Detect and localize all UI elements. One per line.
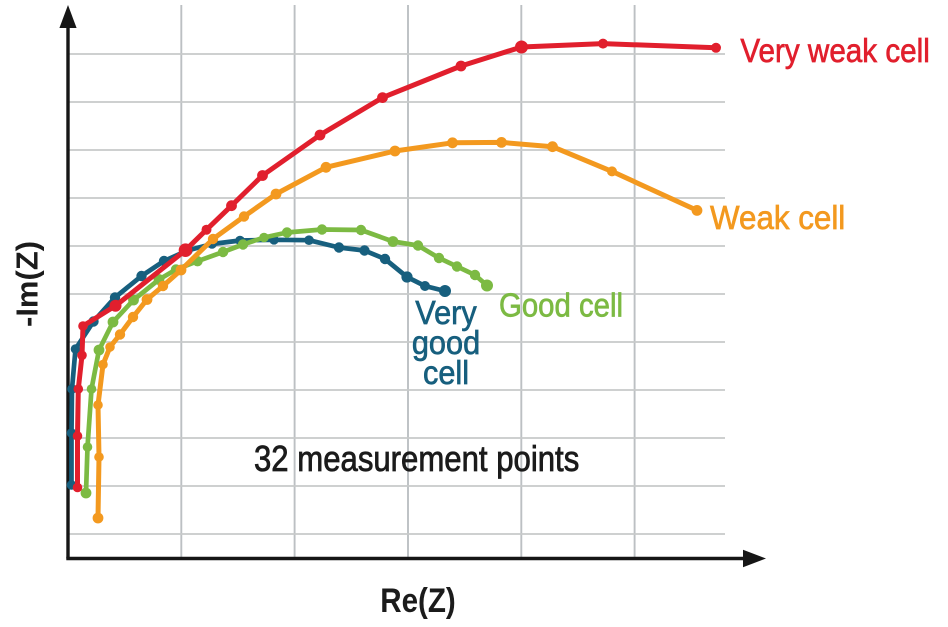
svg-text:-Im(Z): -Im(Z) xyxy=(10,241,45,327)
svg-text:Re(Z): Re(Z) xyxy=(380,581,456,619)
svg-text:Weak cell: Weak cell xyxy=(710,199,845,236)
svg-text:32 measurement points: 32 measurement points xyxy=(254,440,579,480)
svg-text:Very weak cell: Very weak cell xyxy=(740,33,929,70)
svg-text:good: good xyxy=(412,324,480,361)
svg-text:Very: Very xyxy=(415,294,476,331)
svg-text:Good cell: Good cell xyxy=(499,287,623,324)
svg-text:cell: cell xyxy=(423,354,469,391)
